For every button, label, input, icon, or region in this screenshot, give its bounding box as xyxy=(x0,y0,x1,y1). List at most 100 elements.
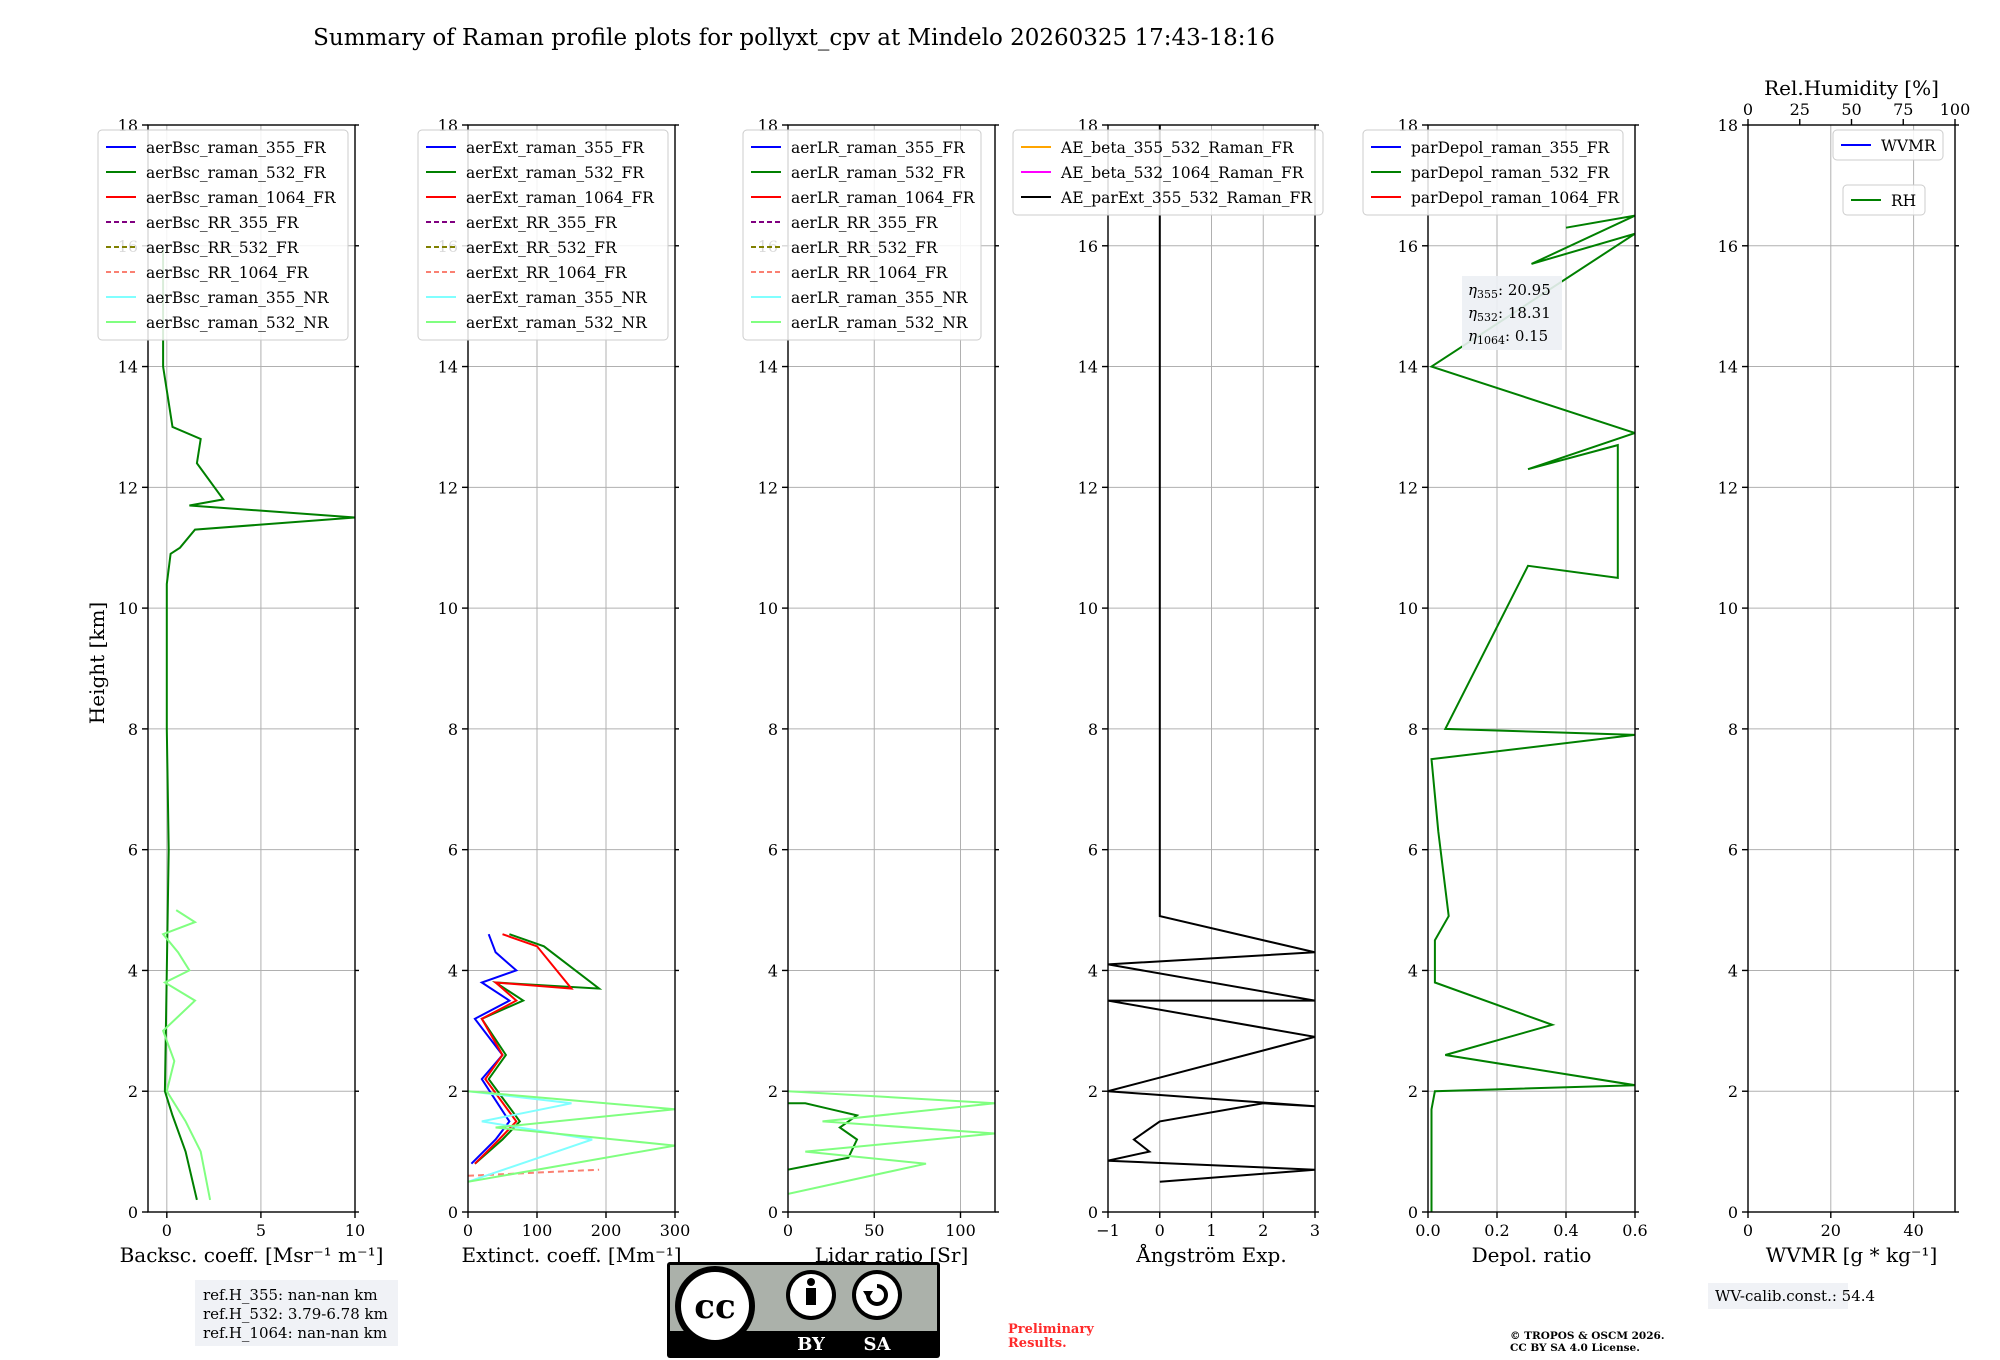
ytick-label: 14 xyxy=(438,358,458,377)
ytick-label: 4 xyxy=(1088,961,1098,980)
ytick-label: 12 xyxy=(1398,478,1418,497)
ytick-label: 2 xyxy=(1408,1082,1418,1101)
legend-label: AE_beta_532_1064_Raman_FR xyxy=(1060,164,1305,182)
legend-label: aerBsc_raman_1064_FR xyxy=(146,189,337,207)
figure-title: Summary of Raman profile plots for polly… xyxy=(313,25,1275,51)
ytick-label: 14 xyxy=(1078,358,1098,377)
ytick-label: 8 xyxy=(128,720,138,739)
sa-icon-inner xyxy=(856,1274,898,1316)
legend-box xyxy=(97,129,349,341)
x-axis-label-bsc: Backsc. coeff. [Msr⁻¹ m⁻¹] xyxy=(120,1243,384,1267)
ytick-label: 2 xyxy=(768,1082,778,1101)
copyright-line1: © TROPOS & OSCM 2026. xyxy=(1510,1330,1665,1342)
refH-box: ref.H_355: nan-nan km ref.H_532: 3.79-6.… xyxy=(195,1280,398,1346)
ytick-label: 4 xyxy=(128,961,138,980)
legend-label: aerBsc_RR_355_FR xyxy=(146,214,300,232)
cc-by-sa-logo: cc BY SA xyxy=(667,1262,940,1358)
xtick-label: 5 xyxy=(256,1221,266,1240)
eta-value: : 20.95 xyxy=(1498,281,1551,299)
x-axis-label-dep: Depol. ratio xyxy=(1472,1243,1592,1267)
ytick-label: 6 xyxy=(1408,841,1418,860)
ytick-label: 2 xyxy=(448,1082,458,1101)
xtick-label: 200 xyxy=(591,1221,622,1240)
series-line-aerBsc_raman_532_NR xyxy=(161,909,212,1201)
legend-label: aerExt_RR_532_FR xyxy=(466,239,618,257)
ytick-label: 14 xyxy=(118,358,138,377)
legend-label-wvmr: WVMR xyxy=(1881,137,1937,155)
ytick-label: 8 xyxy=(448,720,458,739)
xtick-label: 3 xyxy=(1310,1221,1320,1240)
wv-calib-bg xyxy=(1708,1283,1848,1309)
xtick-label: 0.2 xyxy=(1484,1221,1509,1240)
xtick-label: 100 xyxy=(945,1221,976,1240)
legend-box xyxy=(1362,129,1624,216)
ytick-label: 6 xyxy=(768,841,778,860)
cc-text: cc xyxy=(694,1287,735,1327)
sa-icon-arc xyxy=(866,1284,888,1306)
xtick-label: 40 xyxy=(1903,1221,1923,1240)
legend-box xyxy=(417,129,669,341)
ytick-label: 16 xyxy=(1078,237,1098,256)
legend-label: aerBsc_raman_355_FR xyxy=(146,139,327,157)
series-line-aerBsc_raman_532_FR xyxy=(162,245,355,1201)
ytick-label: 0 xyxy=(1408,1203,1418,1222)
ytick-label: 8 xyxy=(1088,720,1098,739)
eta-sub: 355 xyxy=(1477,288,1498,301)
series-line-AE_parExt_355_532_Raman_FR xyxy=(1108,125,1315,1183)
legend-label: AE_parExt_355_532_Raman_FR xyxy=(1060,189,1313,207)
ytick-label: 8 xyxy=(1728,720,1738,739)
series-line-parDepol_raman_532_FR xyxy=(1429,214,1635,1212)
legend-label: aerLR_raman_355_NR xyxy=(791,289,969,307)
ytick-label: 2 xyxy=(128,1082,138,1101)
eta-box-bg xyxy=(1462,276,1562,350)
ytick-label: 4 xyxy=(1728,961,1738,980)
ytick-label: 8 xyxy=(768,720,778,739)
legend-box-rh xyxy=(1842,184,1926,216)
sa-icon-arrow xyxy=(863,1291,873,1299)
xtick-label: 0.0 xyxy=(1415,1221,1440,1240)
eta-sub: 532 xyxy=(1477,311,1498,324)
top-axis-label: Rel.Humidity [%] xyxy=(1764,76,1939,100)
ytick-label: 4 xyxy=(1408,961,1418,980)
ytick-label: 6 xyxy=(1088,841,1098,860)
legend-label: aerExt_RR_1064_FR xyxy=(466,264,628,282)
refH-box-bg xyxy=(195,1280,398,1346)
ytick-label: 10 xyxy=(118,599,138,618)
top-xtick-label: 0 xyxy=(1743,100,1753,119)
panel-ext: 0246810121416180100200300Extinct. coeff.… xyxy=(417,116,690,1267)
legend-bsc: aerBsc_raman_355_FR aerBsc_raman_532_FRae… xyxy=(97,129,349,341)
legend-label: aerBsc_raman_532_NR xyxy=(146,314,330,332)
by-label: BY xyxy=(797,1334,826,1355)
ytick-label: 12 xyxy=(758,478,778,497)
preliminary-line1: Preliminary xyxy=(1008,1322,1094,1337)
by-icon-body xyxy=(806,1288,816,1305)
ytick-label: 10 xyxy=(1718,599,1738,618)
ytick-label: 14 xyxy=(758,358,778,377)
ytick-label: 12 xyxy=(1718,478,1738,497)
legend-label: aerLR_raman_532_NR xyxy=(791,314,969,332)
legend-label: aerBsc_RR_532_FR xyxy=(146,239,300,257)
ytick-label: 4 xyxy=(768,961,778,980)
xtick-label: 1 xyxy=(1206,1221,1216,1240)
ytick-label: 12 xyxy=(438,478,458,497)
by-icon-head xyxy=(807,1278,815,1286)
refH-532: ref.H_532: 3.79-6.78 km xyxy=(203,1305,388,1323)
ytick-label: 16 xyxy=(1718,237,1738,256)
legend-label: parDepol_raman_355_FR xyxy=(1411,139,1611,157)
legend-label: aerExt_raman_532_NR xyxy=(466,314,648,332)
ytick-label: 16 xyxy=(1398,237,1418,256)
legend-label: parDepol_raman_1064_FR xyxy=(1411,189,1620,207)
ytick-label: 10 xyxy=(438,599,458,618)
refH-355: ref.H_355: nan-nan km xyxy=(203,1286,378,1304)
ytick-label: 14 xyxy=(1718,358,1738,377)
top-xtick-label: 50 xyxy=(1841,100,1861,119)
xtick-label: 0 xyxy=(783,1221,793,1240)
sa-label: SA xyxy=(864,1334,892,1355)
top-xtick-label: 75 xyxy=(1893,100,1913,119)
y-axis-label: Height [km] xyxy=(85,602,109,724)
xtick-label: 0 xyxy=(1155,1221,1165,1240)
legend-label: aerExt_raman_355_FR xyxy=(466,139,645,157)
ytick-label: 0 xyxy=(1088,1203,1098,1222)
top-xtick-label: 100 xyxy=(1940,100,1971,119)
panel-lr: 024681012141618050100Lidar ratio [Sr]aer… xyxy=(742,116,999,1267)
